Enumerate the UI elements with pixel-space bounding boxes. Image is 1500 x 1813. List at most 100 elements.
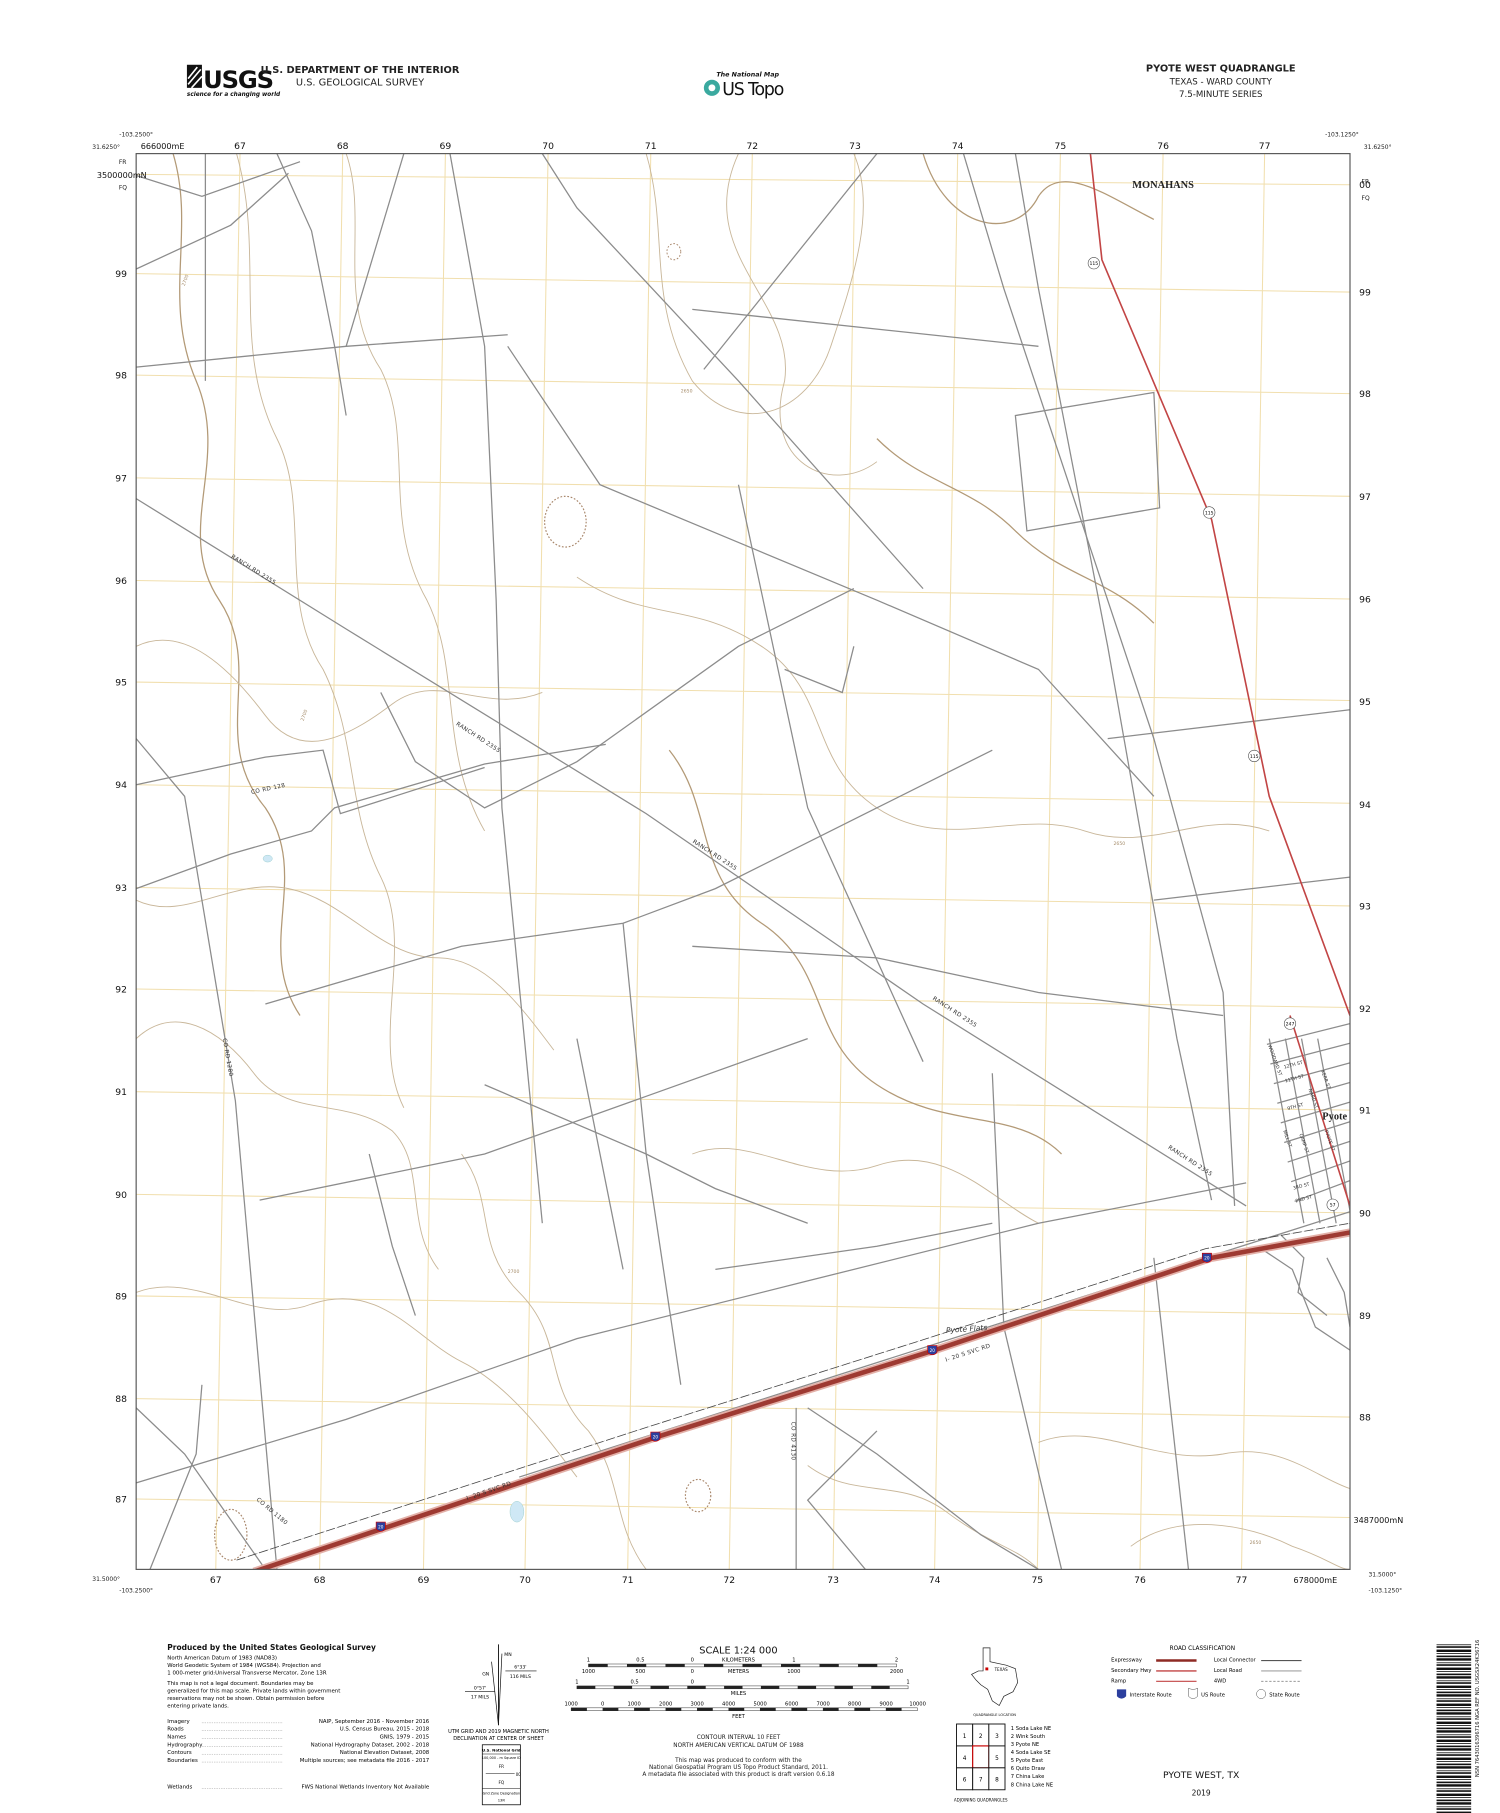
local-road <box>692 308 1039 347</box>
state-route-115-shield-icon <box>1087 257 1100 270</box>
scale-bar-segment <box>760 1685 780 1689</box>
contour-line <box>1130 1524 1350 1570</box>
map-body[interactable]: MONAHANS Pyote Pyote Flats RANCH RD 2355… <box>136 153 1352 1572</box>
source-label: Boundaries <box>167 1758 198 1764</box>
source-value: National Hydrography Dataset, 2002 - 201… <box>311 1742 430 1748</box>
grid-line-northing <box>136 477 1350 497</box>
barcode-bar <box>1436 1727 1472 1730</box>
contour-lines <box>136 153 1350 1570</box>
local-road <box>136 161 301 197</box>
usng-label: FQ <box>119 184 127 191</box>
barcode-bar <box>1436 1644 1472 1646</box>
scale-ft-tick: 5000 <box>754 1702 767 1708</box>
local-road <box>1257 1245 1350 1351</box>
town-street <box>1268 1038 1305 1224</box>
northing-label-right: 96 <box>1359 594 1371 605</box>
local-road <box>541 153 924 590</box>
credits-title: Produced by the United States Geological… <box>167 1643 376 1652</box>
easting-label-bottom: 75 <box>1031 1575 1043 1586</box>
local-road <box>136 1407 266 1570</box>
contour-line <box>668 749 1062 1155</box>
easting-label-top: 77 <box>1259 141 1271 152</box>
interstate-20-shield-icon <box>927 1345 938 1356</box>
scale-km-tick: 2 <box>895 1658 898 1664</box>
contour-line <box>136 886 555 1051</box>
contour-line <box>807 1465 1039 1570</box>
adjoining-cell-number: 3 <box>995 1734 999 1740</box>
scale-m-tick: 2000 <box>890 1669 903 1675</box>
declination-diagram: MN GN 0°57' 17 MILS 6°33' 116 MILS UTM G… <box>448 1644 549 1806</box>
northing-origin-left: 3500000mN <box>97 171 147 180</box>
barcode-bar <box>1436 1676 1472 1679</box>
adjoining-name: 5 Pyote East <box>1011 1758 1043 1764</box>
scale-bar-segment <box>626 1664 647 1667</box>
state-route-115-shield-number: 115 <box>1089 261 1098 267</box>
state-route-247 <box>1289 1015 1350 1207</box>
barcode-bar <box>1436 1739 1472 1742</box>
easting-label-top: 73 <box>849 141 861 152</box>
contour-line <box>1038 1435 1350 1490</box>
local-road <box>703 153 878 370</box>
corner-br-lat: 31.5000° <box>1368 1571 1396 1578</box>
grid-line-northing <box>136 580 1350 600</box>
barcode-bar <box>1436 1784 1472 1787</box>
adjoining-cell <box>972 1745 990 1769</box>
local-road <box>1014 153 1213 1201</box>
usng-line-value: 00 <box>516 1772 521 1777</box>
northing-label-right: 00 <box>1359 180 1371 191</box>
easting-label-bottom: 73 <box>827 1575 839 1586</box>
scale-km-unit: KILOMETERS <box>722 1658 755 1664</box>
place-label-pyote: Pyote <box>1322 1111 1347 1122</box>
source-label: Hydrography <box>167 1742 203 1748</box>
local-road <box>1014 391 1161 532</box>
local-road <box>136 749 485 815</box>
easting-label-top: 75 <box>1055 141 1067 152</box>
local-road <box>807 1407 1039 1570</box>
easting-label-bottom: 72 <box>723 1575 735 1586</box>
grid-line-easting <box>422 153 446 1570</box>
place-label-monahans: MONAHANS <box>1132 180 1194 191</box>
agency-line-1: U.S. DEPARTMENT OF THE INTERIOR <box>261 65 460 76</box>
scale-bar-segment <box>634 1707 650 1711</box>
barcode-bar <box>1436 1799 1472 1802</box>
frame-labels: -103.2500° 31.6250° 666000mE -103.1250° … <box>92 131 1403 1594</box>
contour-line <box>172 153 301 1016</box>
location-caption: QUADRANGLE LOCATION <box>973 1713 1016 1717</box>
northing-label-right: 94 <box>1359 800 1371 811</box>
barcode-bar <box>1436 1707 1472 1708</box>
state-route-115-shield-icon <box>1203 506 1216 519</box>
quad-location-marker <box>985 1667 989 1671</box>
state-route-115 <box>1089 153 1350 1016</box>
route-57-shield-icon <box>1326 1198 1339 1211</box>
barcode-bar <box>1436 1736 1472 1738</box>
legend-expressway: Expressway <box>1111 1658 1142 1664</box>
scale-bar-segment <box>759 1707 776 1711</box>
contour-label: 2650 <box>1113 841 1125 847</box>
local-road <box>449 153 543 1224</box>
northing-label-left: 91 <box>115 1087 127 1098</box>
declination-right-angle: 6°33' <box>514 1665 526 1671</box>
road-label-co-rd-4130: CO RD 4130 <box>790 1422 796 1461</box>
barcode-bar <box>1436 1662 1472 1664</box>
barcode-bar <box>1436 1716 1472 1718</box>
local-road <box>136 498 1247 1207</box>
scale-bar-segment <box>858 1664 878 1667</box>
corner-br-lon: -103.1250° <box>1368 1587 1402 1594</box>
corner-bl-lon: -103.2500° <box>119 1587 153 1594</box>
credits-block: Produced by the United States Geological… <box>166 1643 430 1790</box>
scale-ft-tick: 0 <box>601 1702 604 1708</box>
usng-label: FR <box>119 159 127 166</box>
local-road <box>265 749 993 1005</box>
mn-label: MN <box>504 1652 511 1658</box>
scale-ft-unit: FEET <box>732 1714 746 1720</box>
scale-mi-tick: 0 <box>691 1680 694 1686</box>
scale-bar-segment <box>687 1685 706 1689</box>
street-label: 12TH ST <box>1283 1060 1303 1071</box>
grid-line-easting <box>627 153 652 1570</box>
northing-label-left: 88 <box>115 1394 127 1405</box>
barcode-bar <box>1436 1658 1472 1661</box>
state-route-115-shield-icon <box>1248 749 1261 762</box>
easting-label-top: 70 <box>542 141 554 152</box>
standard-line: National Geospatial Program US Topo Prod… <box>649 1765 828 1771</box>
